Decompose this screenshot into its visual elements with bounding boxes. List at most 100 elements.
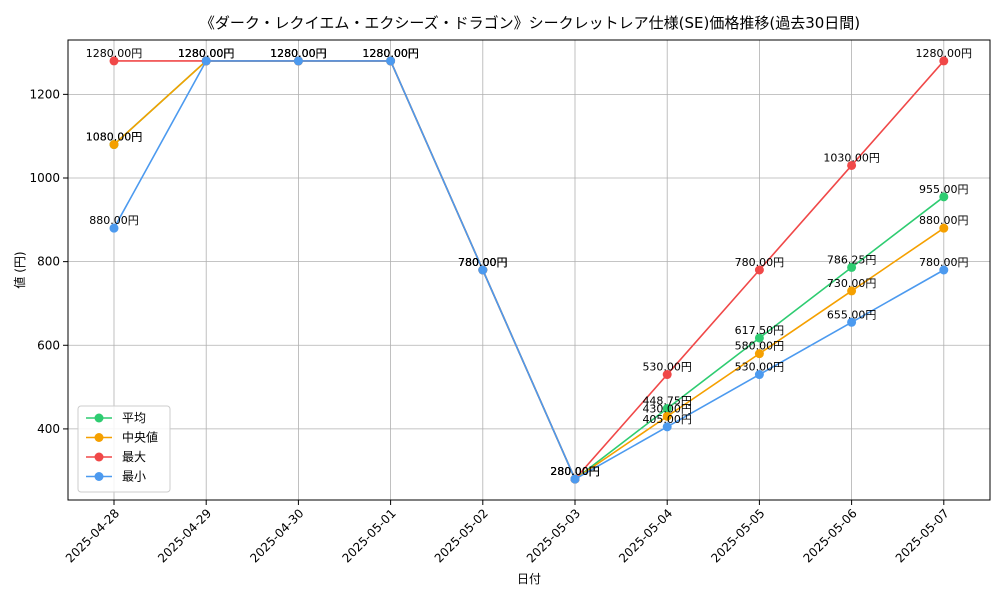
y-tick-label: 1200 (29, 87, 60, 101)
data-label: 1280.00円 (270, 47, 327, 60)
x-tick-label: 2025-05-07 (893, 506, 952, 565)
x-tick-label: 2025-05-03 (524, 506, 583, 565)
legend-marker (94, 452, 104, 462)
data-label: 1280.00円 (362, 47, 419, 60)
x-tick-label: 2025-05-05 (708, 506, 767, 565)
x-axis-title: 日付 (517, 572, 541, 586)
data-label: 780.00円 (735, 256, 785, 269)
data-label: 1030.00円 (823, 151, 880, 164)
data-point (662, 422, 672, 432)
x-tick-label: 2025-05-06 (801, 506, 860, 565)
data-label: 1280.00円 (178, 47, 235, 60)
series-line-2 (114, 60, 945, 481)
series-line-1 (113, 60, 945, 481)
data-label: 405.00円 (642, 413, 692, 426)
data-label: 430.00円 (642, 402, 692, 415)
plot-frame (67, 39, 991, 501)
chart-title: 《ダーク・レクイエム・エクシーズ・ドラゴン》シークレットレア仕様(SE)価格推移… (200, 14, 860, 32)
data-label: 955.00円 (919, 183, 969, 196)
data-label: 1080.00円 (86, 131, 143, 144)
data-label: 580.00円 (735, 340, 785, 353)
data-point (847, 160, 857, 170)
data-point (662, 370, 672, 380)
data-point (201, 56, 211, 66)
data-point (754, 349, 764, 359)
data-point (939, 265, 949, 275)
data-point (847, 286, 857, 296)
x-tick-label: 2025-05-02 (432, 506, 491, 565)
data-label: 1080.00円 (86, 131, 143, 144)
data-point (662, 404, 672, 414)
data-label: 880.00円 (89, 214, 139, 227)
data-label: 780.00円 (919, 256, 969, 269)
series-line-3 (113, 60, 945, 481)
data-label: 786.25円 (827, 253, 877, 266)
series-layer (109, 56, 949, 484)
y-tick-label: 400 (37, 422, 60, 436)
legend-label: 最小 (122, 470, 146, 484)
data-point (293, 56, 303, 66)
data-label: 280.00円 (550, 465, 600, 478)
tick-layer: 400 600 800 1000 1200 2025-04-28 2025-04-29 202… (29, 87, 951, 565)
legend-marker (94, 472, 104, 481)
data-point (109, 56, 119, 66)
data-point (109, 223, 119, 233)
data-point (939, 56, 949, 66)
data-point (754, 333, 764, 343)
data-label: 1280.00円 (178, 47, 235, 60)
legend-box (77, 405, 171, 493)
data-label: 617.50円 (735, 324, 785, 337)
data-label: 280.00円 (550, 465, 600, 478)
data-label: 780.00円 (458, 256, 508, 269)
data-point (847, 317, 857, 327)
data-label: 1280.00円 (270, 47, 327, 60)
data-label: 1280.00円 (178, 47, 235, 60)
data-label: 1280.00円 (86, 47, 143, 60)
data-point (847, 262, 857, 272)
y-tick-label: 1000 (29, 171, 60, 185)
data-label: 730.00円 (827, 277, 877, 290)
data-label: 1280.00円 (362, 47, 419, 60)
data-label: 780.00円 (458, 256, 508, 269)
data-label: 1280.00円 (362, 47, 419, 60)
data-label: 655.00円 (827, 308, 877, 321)
data-point (386, 56, 396, 66)
data-label: 530.00円 (735, 361, 785, 374)
data-label: 280.00円 (550, 465, 600, 478)
data-label: 448.75円 (642, 395, 692, 408)
series-line-0 (113, 60, 945, 481)
y-tick-label: 800 (37, 255, 60, 269)
data-label: 1280.00円 (362, 47, 419, 60)
legend-label: 平均 (122, 411, 146, 425)
legend-label: 最大 (122, 450, 146, 464)
label-layer: 1080.00円 1280.00円 1280.00円 1280.00円 780.00円 2… (86, 47, 972, 478)
data-point (662, 411, 672, 421)
legend-label: 中央値 (122, 430, 158, 445)
data-point (754, 265, 764, 275)
x-tick-label: 2025-04-28 (63, 506, 122, 565)
x-tick-label: 2025-05-04 (616, 506, 675, 565)
data-label: 1280.00円 (270, 47, 327, 60)
data-label: 280.00円 (550, 465, 600, 478)
data-label: 780.00円 (458, 256, 508, 269)
data-point (478, 265, 488, 275)
data-point (754, 370, 764, 380)
data-point (109, 140, 119, 150)
y-tick-label: 600 (37, 338, 60, 352)
data-point (570, 474, 580, 484)
x-tick-label: 2025-04-30 (247, 506, 306, 565)
data-label: 1280.00円 (916, 47, 973, 60)
data-point (939, 223, 949, 233)
legend-marker (94, 433, 104, 442)
legend-marker (94, 413, 104, 423)
data-label: 780.00円 (458, 256, 508, 269)
data-point (939, 192, 949, 202)
x-tick-label: 2025-05-01 (340, 506, 399, 565)
data-label: 530.00円 (642, 361, 692, 374)
x-tick-label: 2025-04-29 (155, 506, 214, 565)
data-label: 1280.00円 (178, 47, 235, 60)
y-axis-title: 値 (円) (12, 251, 27, 288)
